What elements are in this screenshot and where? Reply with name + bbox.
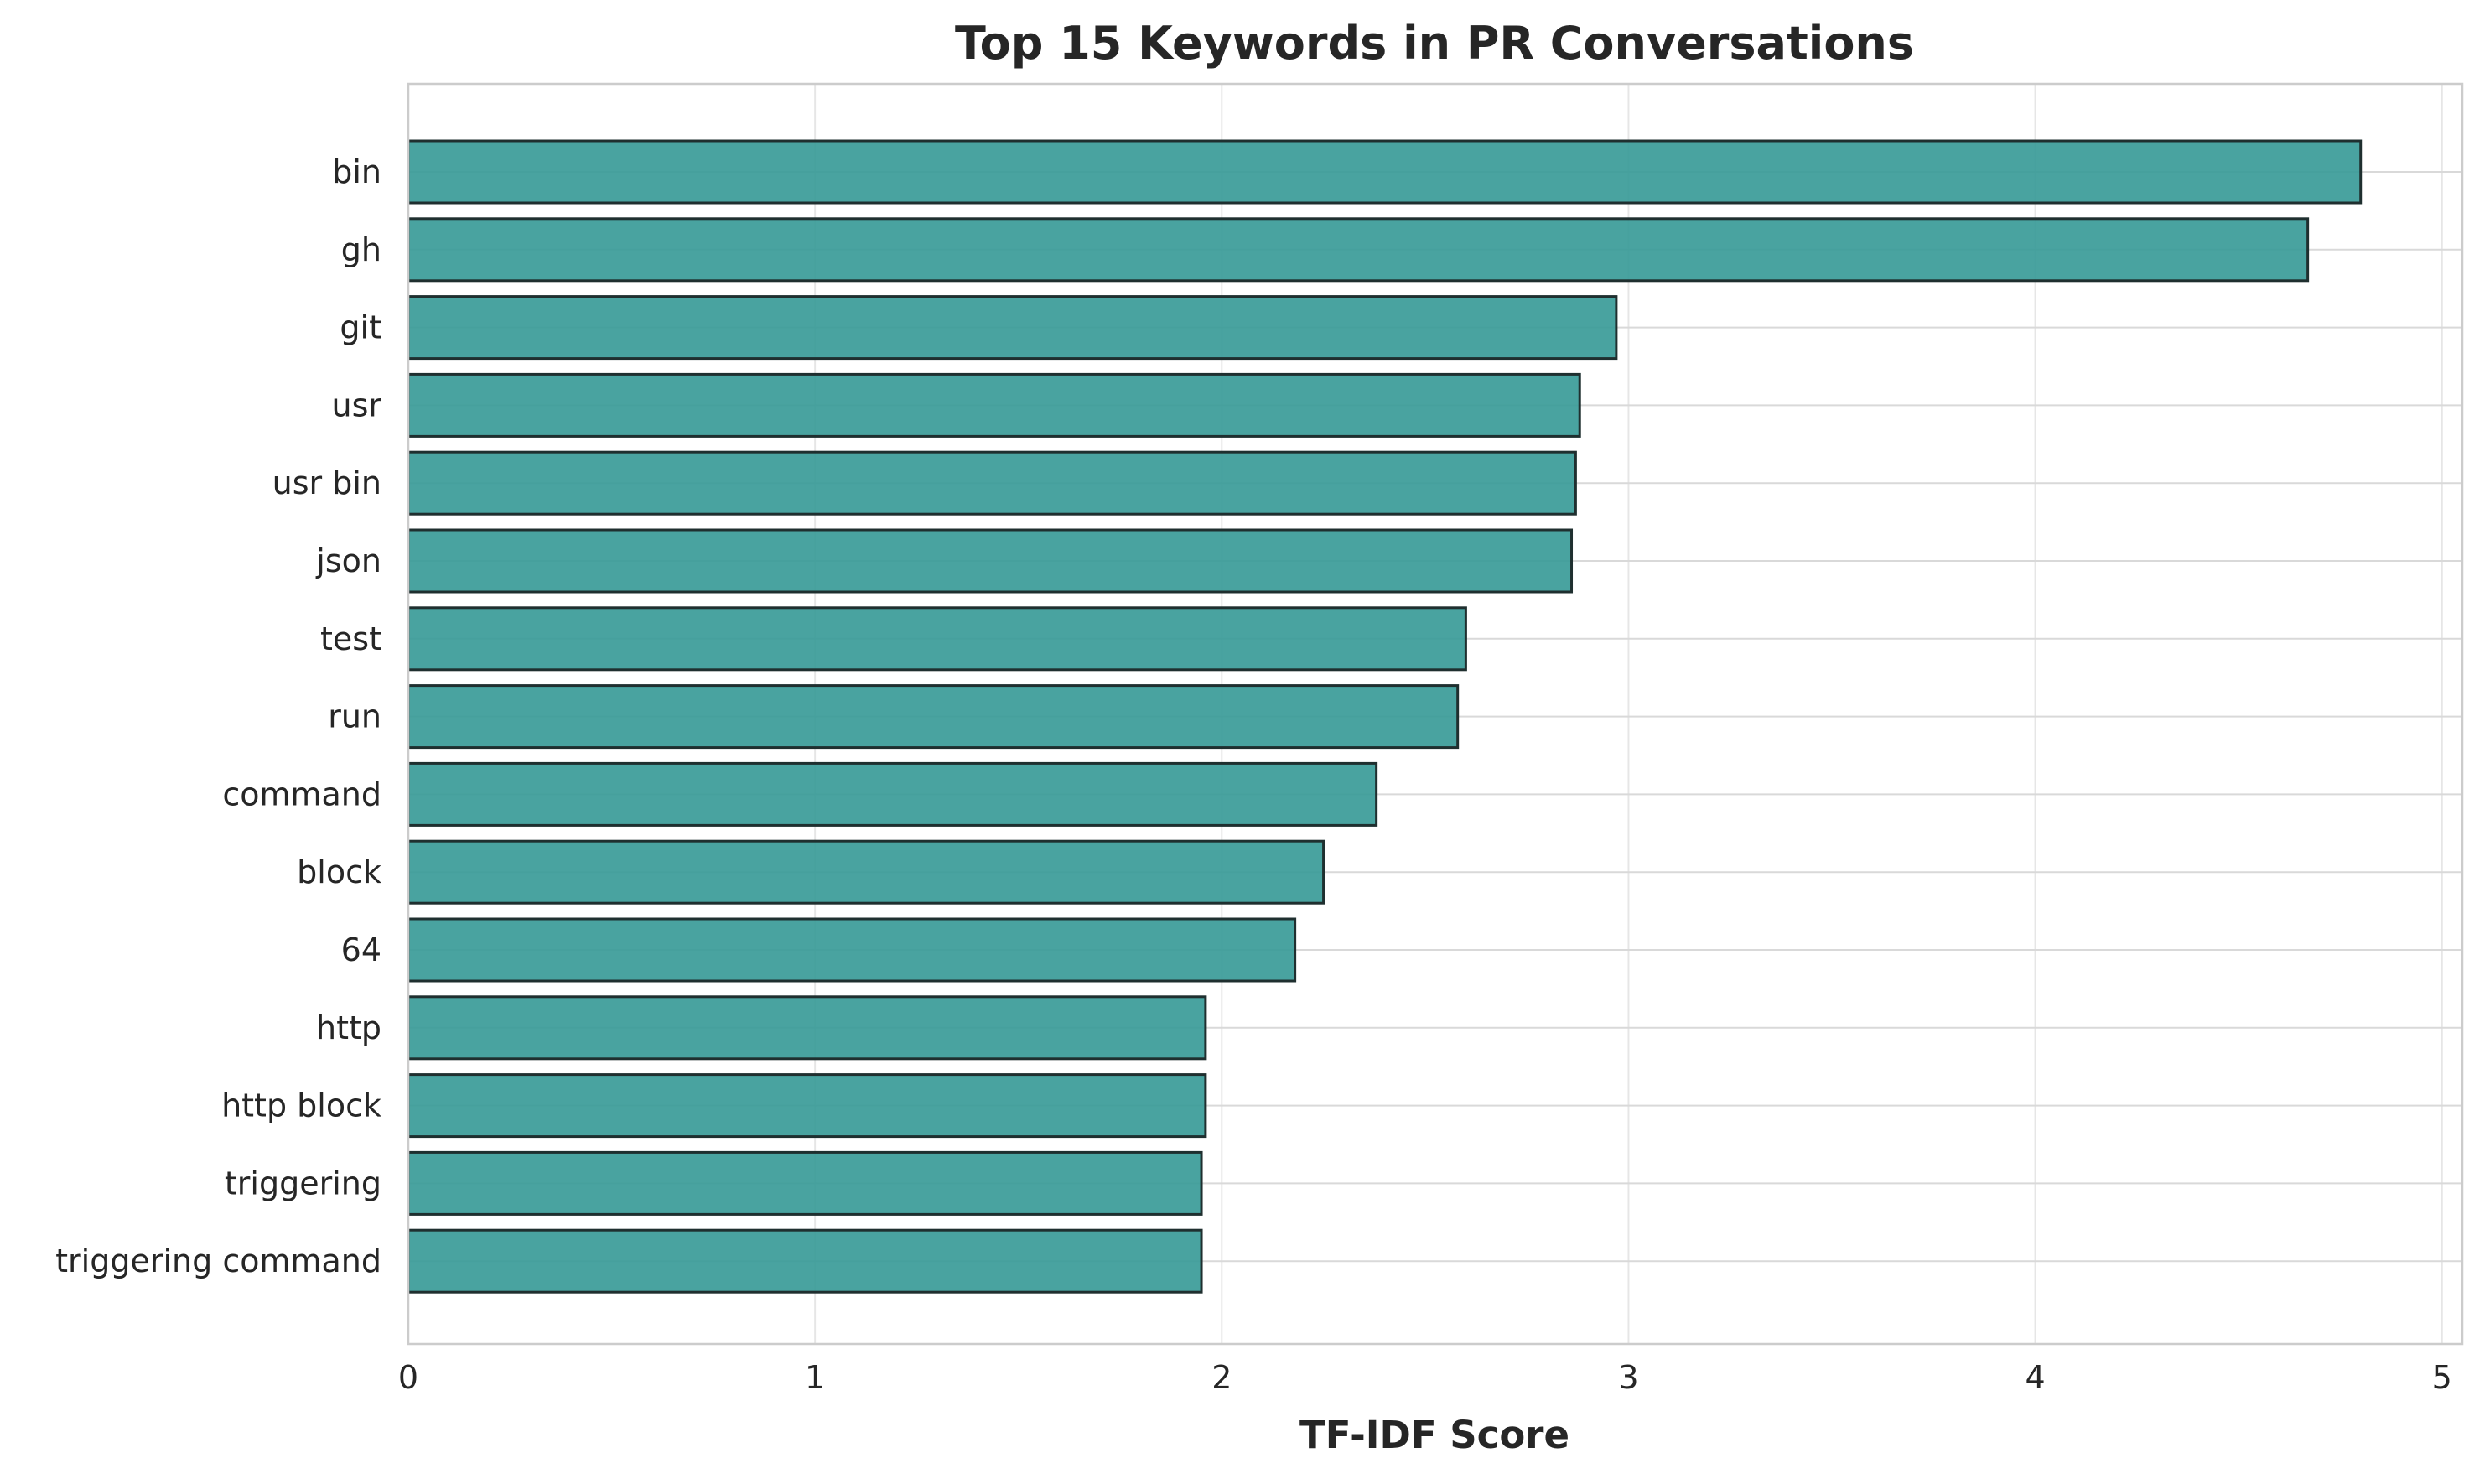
x-tick-labels: 0 1 2 3 4 5 xyxy=(398,1359,2452,1396)
bar xyxy=(407,761,1378,827)
bar xyxy=(407,1073,1207,1139)
bar xyxy=(407,995,1207,1061)
y-tick-label: bin xyxy=(332,153,381,190)
y-tick-label: triggering xyxy=(225,1165,381,1201)
y-tick-label: usr xyxy=(331,387,381,423)
bar xyxy=(407,1150,1203,1216)
y-tick-label: triggering command xyxy=(55,1243,381,1279)
bar xyxy=(407,295,1618,361)
y-tick-label: git xyxy=(340,309,381,346)
x-tick-label: 5 xyxy=(2432,1359,2452,1396)
bar xyxy=(407,139,2363,205)
bar xyxy=(407,684,1460,750)
y-tick-label: json xyxy=(315,542,381,579)
x-tick-label: 0 xyxy=(398,1359,418,1396)
y-tick-label: command xyxy=(222,776,381,812)
x-tick-label: 4 xyxy=(2026,1359,2046,1396)
bars xyxy=(407,139,2363,1294)
bar xyxy=(407,839,1325,905)
bar xyxy=(407,606,1467,672)
bar xyxy=(407,450,1577,516)
chart-title: Top 15 Keywords in PR Conversations xyxy=(955,17,1914,70)
bar xyxy=(407,217,2310,283)
y-tick-label: run xyxy=(328,698,381,735)
x-tick-label: 2 xyxy=(1211,1359,1232,1396)
y-tick-label: test xyxy=(320,620,381,657)
x-tick-label: 3 xyxy=(1618,1359,1638,1396)
x-tick-label: 1 xyxy=(805,1359,825,1396)
plot-frame xyxy=(407,82,2464,1346)
y-tick-label: block xyxy=(297,854,381,890)
x-axis-label: TF-IDF Score xyxy=(1299,1413,1569,1457)
y-tick-label: http xyxy=(316,1009,381,1046)
y-tick-label: usr bin xyxy=(272,464,381,501)
bar xyxy=(407,1228,1203,1294)
y-tick-label: http block xyxy=(221,1087,381,1124)
bar xyxy=(407,917,1297,983)
bar xyxy=(407,372,1581,438)
y-tick-labels: bin gh git usr usr bin json test run command bloc… xyxy=(55,153,381,1279)
y-tick-label: 64 xyxy=(341,931,381,968)
bar xyxy=(407,528,1574,594)
y-tick-label: gh xyxy=(341,231,381,268)
